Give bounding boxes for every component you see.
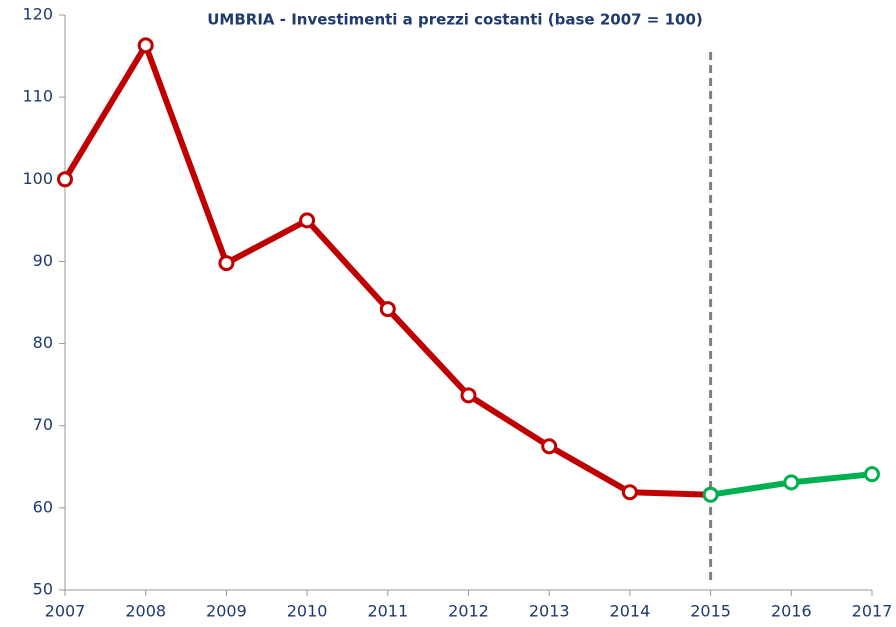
point [621, 484, 638, 501]
x-tick-label: 2015 [690, 602, 731, 621]
y-tick-label: 50 [33, 580, 53, 599]
point [460, 387, 477, 404]
x-tick-label: 2013 [529, 602, 570, 621]
point [137, 37, 154, 54]
x-tick-label: 2014 [610, 602, 651, 621]
x-tick-label: 2012 [448, 602, 489, 621]
y-tick-label: 110 [22, 87, 53, 106]
x-tick-label: 2016 [771, 602, 812, 621]
point [299, 212, 316, 229]
point [218, 255, 235, 272]
y-tick-label: 120 [22, 5, 53, 24]
y-tick-label: 100 [22, 169, 53, 188]
series-line [62, 42, 711, 498]
x-tick-label: 2010 [287, 602, 328, 621]
x-tick-label: 2017 [852, 602, 893, 621]
point [864, 466, 880, 483]
point [541, 438, 558, 455]
point [702, 486, 719, 503]
point [379, 301, 396, 318]
point [57, 171, 73, 188]
point [783, 474, 800, 491]
x-tick-label: 2007 [45, 602, 86, 621]
y-tick-label: 90 [33, 251, 53, 270]
x-tick-label: 2009 [206, 602, 247, 621]
chart-title: UMBRIA - Investimenti a prezzi costanti … [207, 11, 703, 29]
x-tick-label: 2008 [125, 602, 166, 621]
y-tick-label: 70 [33, 415, 53, 434]
y-tick-label: 80 [33, 333, 53, 352]
x-tick-label: 2011 [367, 602, 408, 621]
y-tick-label: 60 [33, 497, 53, 516]
